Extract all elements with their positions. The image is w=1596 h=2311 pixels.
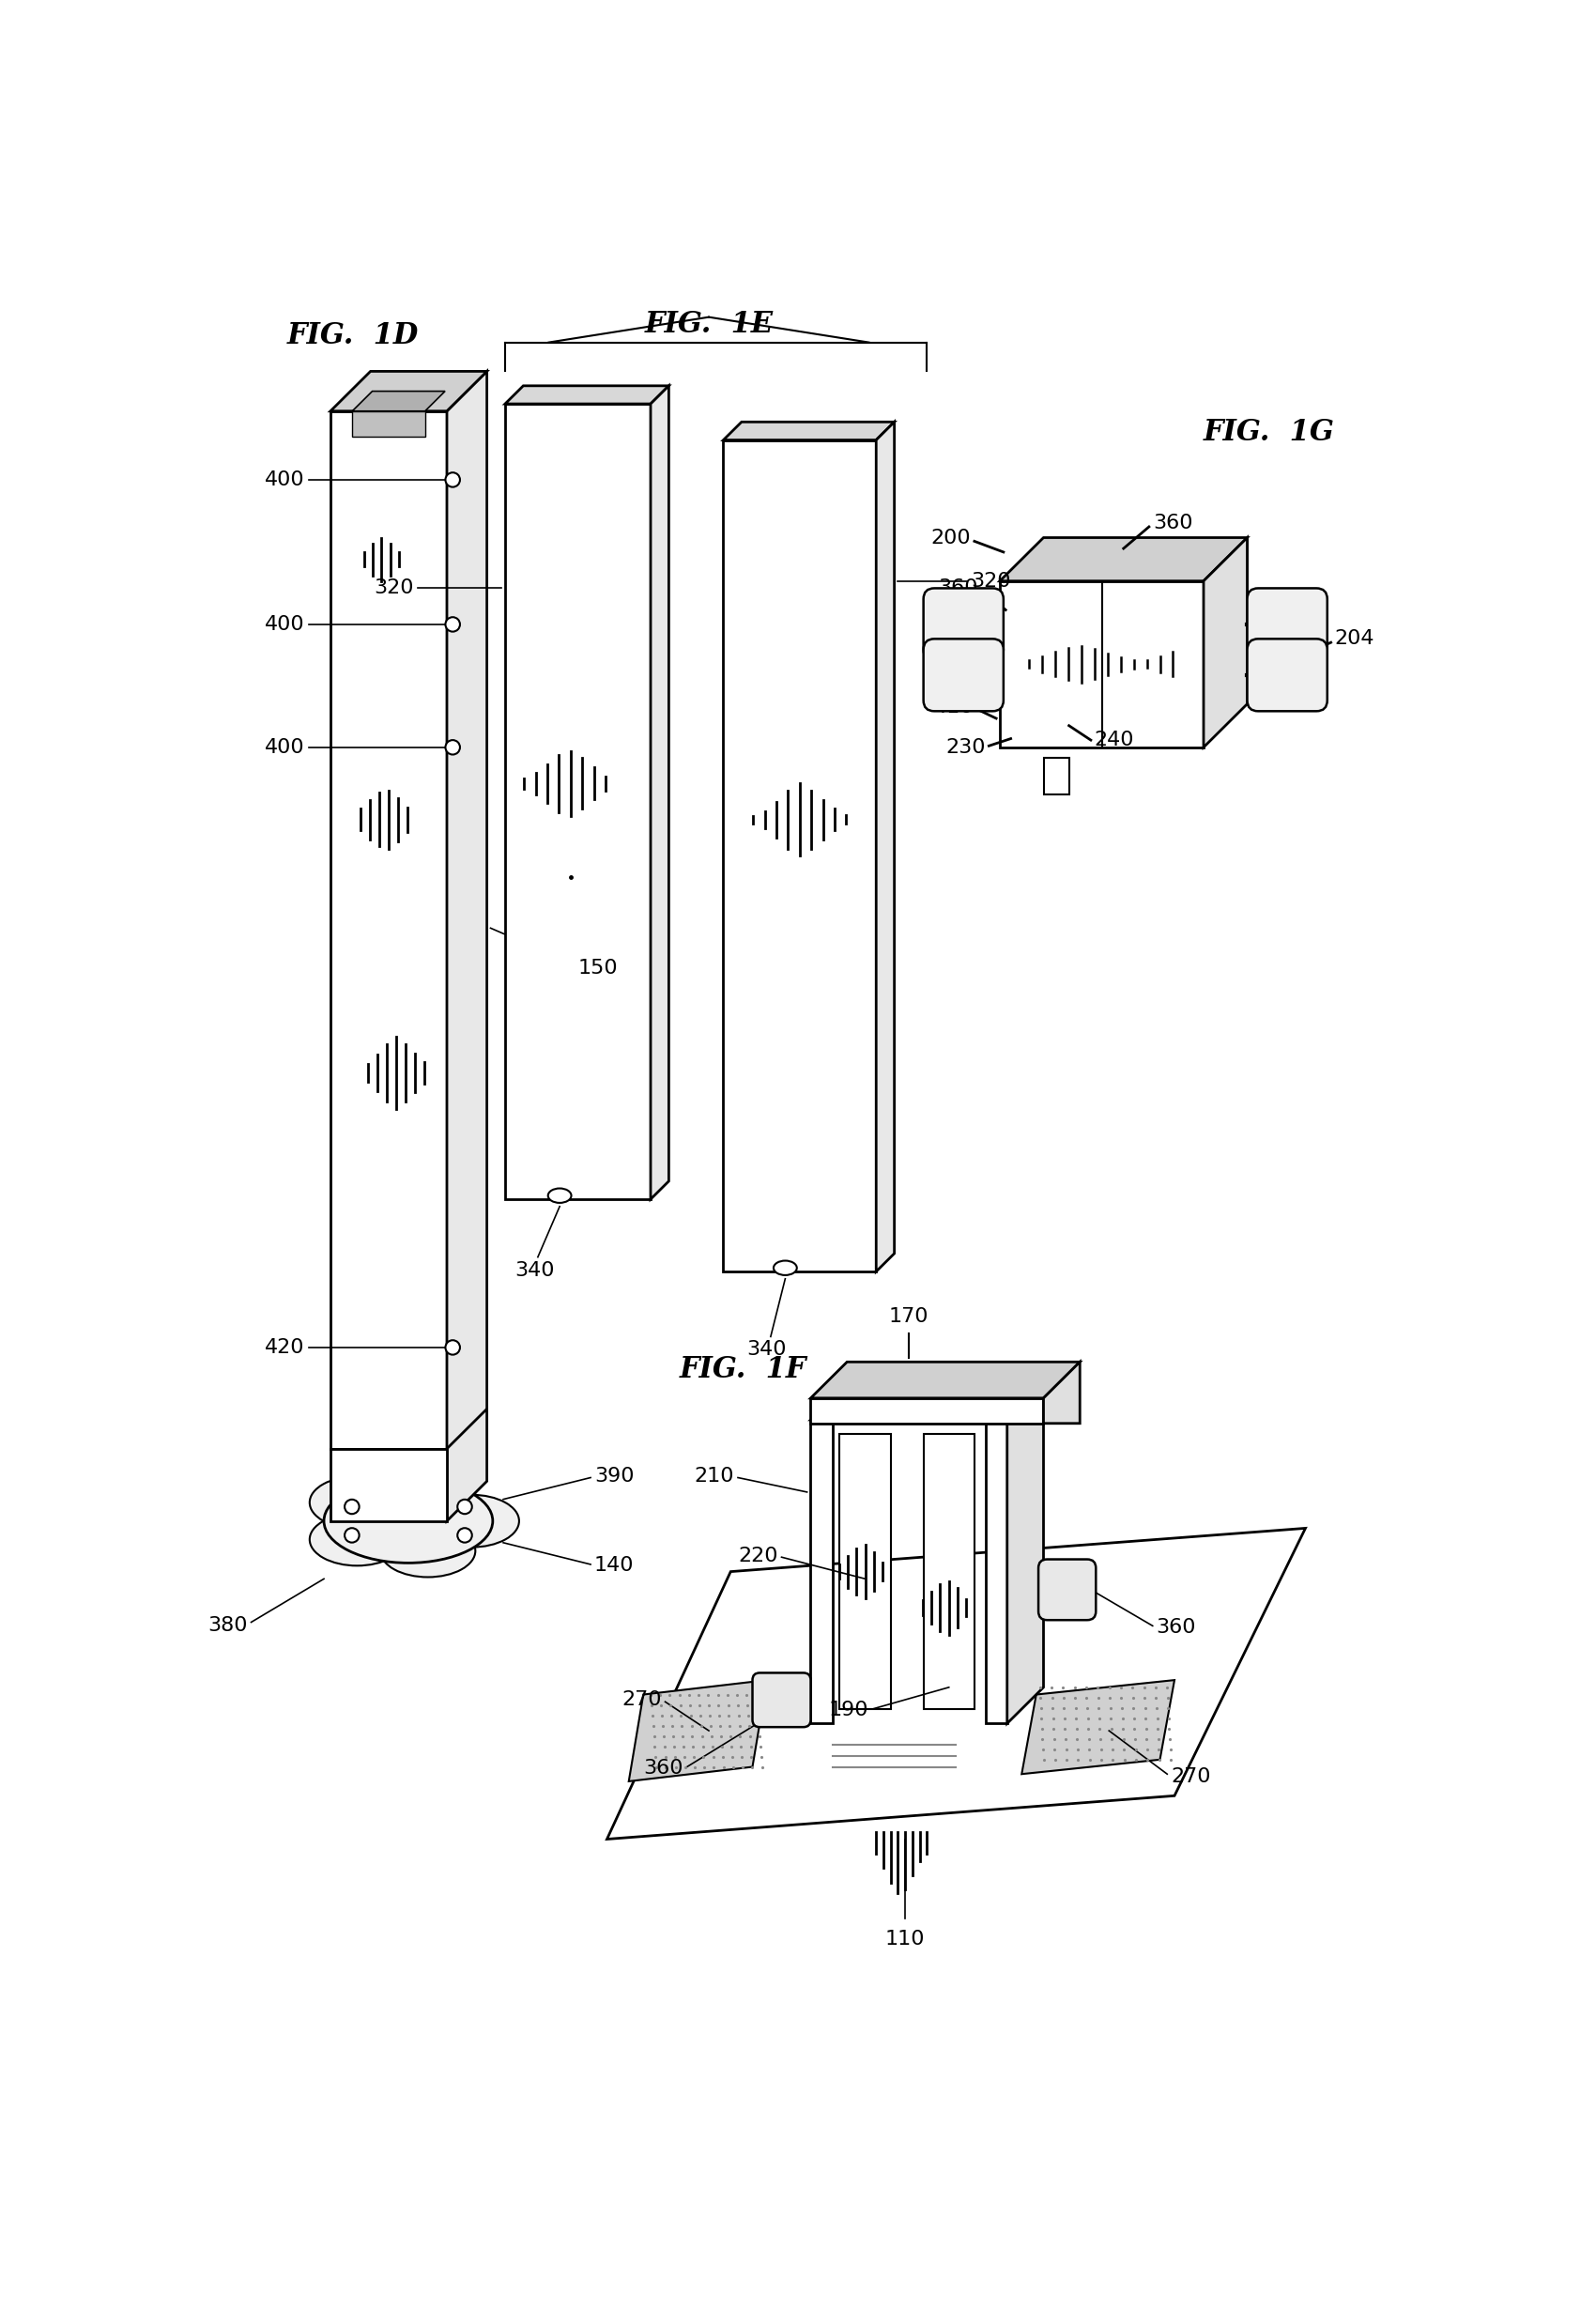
Ellipse shape [310, 1514, 404, 1565]
Circle shape [445, 617, 460, 631]
Circle shape [345, 1500, 359, 1514]
Bar [985, 1419, 1007, 1724]
Text: FIG.  1F: FIG. 1F [680, 1354, 808, 1384]
Text: FIG.  1E: FIG. 1E [645, 310, 772, 340]
Ellipse shape [547, 1188, 571, 1202]
Polygon shape [811, 1384, 868, 1419]
Text: 320: 320 [970, 571, 1010, 589]
Bar [1044, 758, 1069, 795]
Bar [924, 1435, 975, 1710]
Polygon shape [985, 1384, 1044, 1419]
FancyBboxPatch shape [924, 638, 1004, 712]
Text: 380: 380 [207, 1615, 247, 1636]
FancyBboxPatch shape [1246, 638, 1328, 712]
Polygon shape [504, 386, 669, 404]
Text: 340: 340 [747, 1340, 787, 1359]
Ellipse shape [310, 1477, 404, 1528]
Ellipse shape [324, 1479, 493, 1562]
Circle shape [345, 1528, 359, 1541]
Bar [353, 411, 425, 437]
Polygon shape [1044, 538, 1246, 705]
Text: 400: 400 [265, 615, 305, 633]
Text: 400: 400 [265, 737, 305, 756]
Text: 140: 140 [594, 1555, 634, 1576]
Polygon shape [447, 1410, 487, 1521]
Polygon shape [1044, 1361, 1080, 1424]
Text: 270: 270 [1171, 1768, 1211, 1786]
Polygon shape [1021, 1680, 1175, 1775]
Ellipse shape [425, 1495, 519, 1546]
Text: 150: 150 [578, 959, 618, 978]
Text: 360: 360 [643, 1759, 683, 1777]
Text: 170: 170 [889, 1308, 929, 1327]
Ellipse shape [380, 1465, 476, 1518]
Text: 410: 410 [935, 698, 975, 716]
Text: 210: 210 [694, 1467, 734, 1486]
Text: 204: 204 [1334, 629, 1374, 649]
Text: 340: 340 [514, 1262, 554, 1280]
Polygon shape [811, 1361, 1080, 1398]
Circle shape [458, 1528, 472, 1541]
Bar [811, 1419, 833, 1724]
Text: 110: 110 [886, 1930, 926, 1948]
Text: 420: 420 [265, 1338, 305, 1357]
Text: FIG.  1G: FIG. 1G [1203, 418, 1334, 448]
Polygon shape [1007, 1384, 1044, 1724]
Polygon shape [629, 1680, 768, 1782]
Polygon shape [651, 386, 669, 1199]
Text: 240: 240 [1095, 730, 1135, 749]
Bar [723, 439, 876, 1271]
Polygon shape [606, 1528, 1306, 1840]
Circle shape [445, 740, 460, 756]
Text: 360: 360 [1152, 513, 1192, 532]
Text: 320: 320 [373, 578, 413, 599]
Circle shape [445, 1340, 460, 1354]
Bar [811, 1398, 1044, 1424]
Text: FIG.  1D: FIG. 1D [287, 321, 418, 349]
Text: 400: 400 [265, 471, 305, 490]
Polygon shape [353, 391, 445, 411]
Bar [839, 1435, 891, 1710]
Text: 230: 230 [945, 737, 985, 756]
Bar [330, 1449, 447, 1521]
FancyBboxPatch shape [1246, 589, 1328, 661]
Text: 390: 390 [594, 1467, 634, 1486]
Text: 220: 220 [737, 1546, 777, 1565]
Bar [330, 411, 447, 1449]
Text: 200: 200 [930, 529, 970, 548]
FancyBboxPatch shape [924, 589, 1004, 661]
Circle shape [445, 471, 460, 488]
Polygon shape [330, 372, 487, 411]
Text: 360: 360 [938, 578, 978, 599]
FancyBboxPatch shape [1039, 1560, 1096, 1620]
Polygon shape [447, 372, 487, 1488]
Bar [999, 580, 1203, 746]
FancyBboxPatch shape [752, 1673, 811, 1726]
Polygon shape [723, 423, 894, 439]
Polygon shape [876, 423, 894, 1271]
Text: 270: 270 [621, 1689, 661, 1710]
Text: 360: 360 [1156, 1618, 1195, 1636]
Ellipse shape [774, 1262, 796, 1276]
Circle shape [458, 1500, 472, 1514]
Polygon shape [1203, 538, 1246, 746]
Polygon shape [999, 538, 1246, 580]
Bar [504, 404, 651, 1199]
Ellipse shape [380, 1525, 476, 1576]
Text: 190: 190 [828, 1701, 868, 1719]
